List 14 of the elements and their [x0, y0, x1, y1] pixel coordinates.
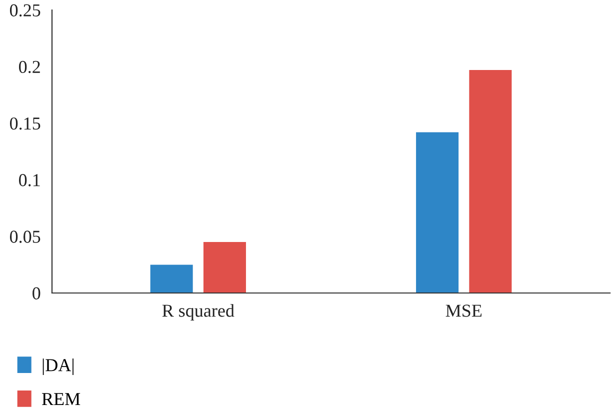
y-tick-label: 0.2 — [19, 60, 40, 74]
x-tick-label: MSE — [446, 304, 482, 317]
bar — [469, 70, 512, 293]
bar — [150, 264, 193, 293]
y-tick-label: 0.1 — [19, 174, 40, 186]
legend-label: REM — [42, 393, 80, 405]
y-tick-label: 0.25 — [10, 4, 40, 17]
legend-label: |DA| — [42, 358, 74, 375]
bar — [416, 132, 459, 293]
x-tick-label: R squared — [162, 304, 234, 320]
y-tick-label: 0 — [32, 287, 40, 300]
y-tick-label: 0.15 — [10, 117, 40, 130]
y-tick-label: 0.05 — [10, 230, 40, 243]
bar — [203, 242, 246, 293]
